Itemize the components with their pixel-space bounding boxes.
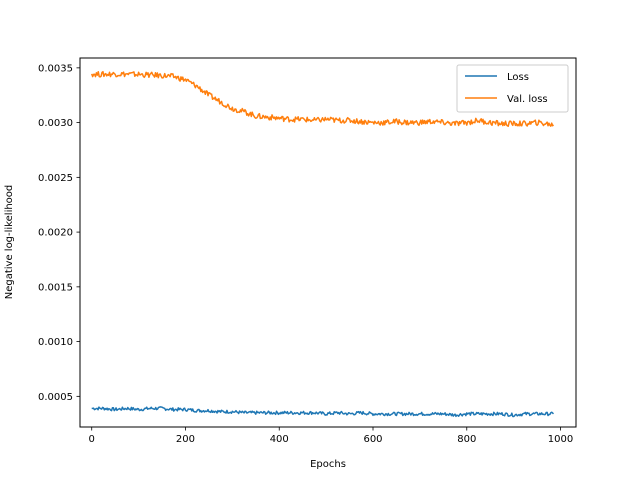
series-line-val-loss [91,70,555,127]
legend-label-loss: Loss [507,72,529,83]
y-tick-label: 0.0005 [38,392,73,403]
y-tick-label: 0.0030 [38,118,73,129]
x-tick-label: 0 [89,434,95,445]
plot-lines [91,70,555,418]
y-tick-label: 0.0010 [38,337,73,348]
legend-label-val-loss: Val. loss [507,94,548,105]
y-tick-label: 0.0020 [38,228,73,239]
x-tick-label: 400 [270,434,289,445]
x-tick-label: 200 [176,434,195,445]
y-tick-label: 0.0025 [38,173,73,184]
x-axis-label: Epochs [310,459,346,470]
legend: Loss Val. loss [456,64,569,113]
x-tick-label: 600 [363,434,382,445]
plot-area-frame [79,57,577,428]
x-tick-label: 800 [457,434,476,445]
x-tick-label: 1000 [548,434,573,445]
y-axis-ticks: 0.0005 0.0010 0.0015 0.0020 0.0025 0.0030 0.00… [38,63,80,403]
series-line-loss [91,406,555,418]
y-axis-label: Negative log-likelihood [4,185,15,300]
y-tick-label: 0.0035 [38,63,73,74]
y-tick-label: 0.0015 [38,282,73,293]
x-axis-ticks: 0 200 400 600 800 1000 [89,427,573,445]
